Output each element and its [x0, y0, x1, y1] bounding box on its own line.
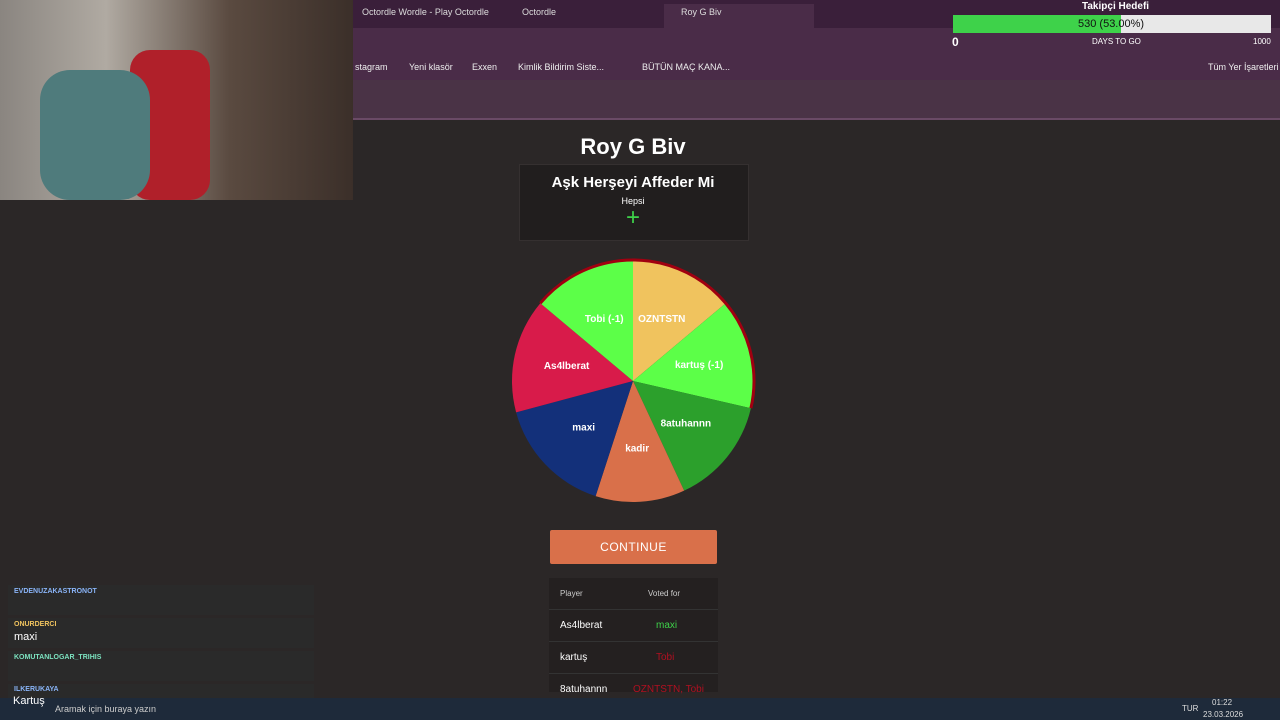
clock-time: 01:22 [1212, 698, 1233, 707]
goal-max: 1000 [1253, 37, 1271, 46]
active-tab[interactable] [664, 4, 814, 28]
tab[interactable]: Octordle [522, 7, 557, 17]
search-box[interactable]: Aramak için buraya yazın [55, 704, 157, 714]
wheel-highlight [539, 258, 756, 409]
chat-message: maxi [14, 631, 38, 643]
goal-progress: 530 (53.00%) [1078, 18, 1145, 30]
chat-user: ILKERUKAYA [14, 686, 59, 693]
vote-cell: OZNTSTN, Tobi [633, 684, 704, 695]
wheel-segment [633, 381, 751, 491]
chat-user: KOMUTANLOGAR_TRIHIS [14, 654, 102, 661]
wheel-label: As4lberat [544, 361, 590, 372]
wheel-segment [595, 381, 685, 502]
taskbar [0, 698, 1280, 720]
bookmark[interactable]: Yeni klasör [409, 62, 453, 72]
vote-cell: maxi [656, 620, 678, 631]
vote-cell: Tobi [656, 652, 675, 663]
tab[interactable]: Roy G Biv [681, 7, 722, 17]
chat-item: ONURDERCI maxi [8, 618, 314, 648]
goal-days: DAYS TO GO [1092, 37, 1141, 46]
header-cell: Player [560, 589, 583, 598]
wheel-label: kartuş (-1) [675, 360, 723, 371]
player-cell: As4lberat [560, 620, 603, 631]
vote-table: Player Voted for As4lberat maxi kartuş T… [549, 578, 718, 695]
bookmark[interactable]: BÜTÜN MAÇ KANA... [642, 62, 731, 72]
wheel-label: OZNTSTN [638, 314, 685, 325]
scope: Hepsi [621, 196, 645, 206]
wheel-label: Tobi (-1) [585, 314, 624, 325]
language: TUR [1182, 704, 1199, 713]
table-row [549, 609, 718, 642]
bookmark[interactable]: Tüm Yer İşaretleri [1208, 62, 1279, 72]
continue-button[interactable]: CONTINUE [550, 530, 717, 564]
song-card [519, 164, 749, 241]
player-cell: kartuş [560, 652, 588, 663]
player-cell: 8atuhannn [560, 684, 608, 695]
goal-title: Takipçi Hedefi [1082, 1, 1150, 12]
add-button[interactable]: + [625, 204, 640, 231]
wheel-segment [512, 303, 633, 413]
tab[interactable]: Octordle Wordle - Play Octordle [362, 7, 489, 17]
song-title: Aşk Herşeyi Affeder Mi [551, 174, 715, 191]
header-cell: Voted for [648, 589, 681, 598]
goal-count: 0 [952, 35, 959, 49]
goal-fill [953, 15, 1121, 33]
wheel-segment [516, 381, 633, 497]
bookmark[interactable]: Kimlik Bildirim Siste... [518, 62, 605, 72]
chat-item: EVDENUZAKASTRONOT [8, 585, 314, 615]
table-row [549, 673, 718, 706]
chat-item: ILKERUKAYA [8, 684, 314, 698]
wheel[interactable]: OZNTSTN kartuş (-1) 8atuhannn kadir maxi As4l… [493, 241, 773, 521]
person [40, 70, 150, 200]
wheel-label: 8atuhannn [661, 418, 712, 429]
table-row [549, 641, 718, 674]
bookmark[interactable]: Exxen [472, 62, 498, 72]
clock-date: 23.03.2026 [1203, 710, 1244, 719]
chat-item: KOMUTANLOGAR_TRIHIS [8, 651, 314, 681]
wheel-segment [540, 260, 633, 381]
chat-message: Kartuş [13, 695, 45, 707]
bookmark[interactable]: stagram [355, 62, 388, 72]
wheel-label: kadir [625, 444, 649, 455]
chat-user: EVDENUZAKASTRONOT [14, 588, 97, 595]
page-title: Roy G Biv [580, 134, 686, 159]
chat-user: ONURDERCI [14, 621, 57, 628]
wheel-label: maxi [572, 422, 595, 433]
wheel-segment [633, 303, 754, 409]
wheel-segment [633, 260, 726, 381]
